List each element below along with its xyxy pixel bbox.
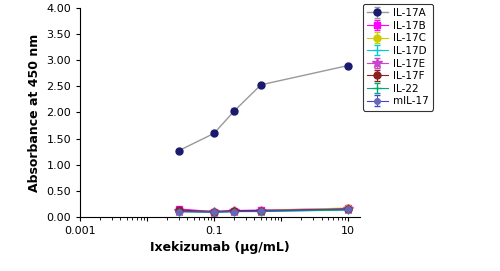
Legend: IL-17A, IL-17B, IL-17C, IL-17D, IL-17E, IL-17F, IL-22, mIL-17: IL-17A, IL-17B, IL-17C, IL-17D, IL-17E, … [363, 4, 433, 111]
Y-axis label: Absorbance at 450 nm: Absorbance at 450 nm [28, 33, 40, 192]
X-axis label: Ixekizumab (µg/mL): Ixekizumab (µg/mL) [150, 241, 290, 254]
